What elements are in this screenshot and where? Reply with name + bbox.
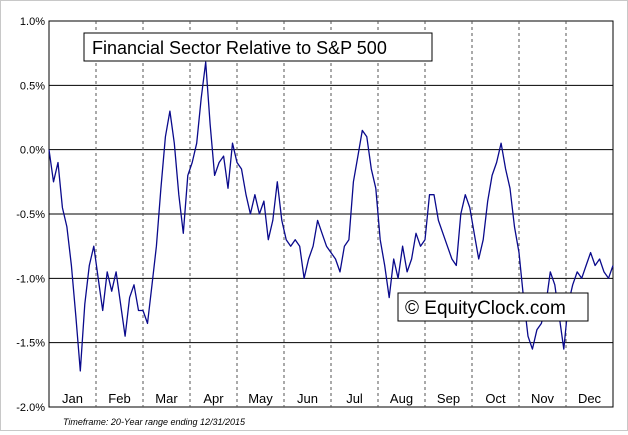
chart-title-box: Financial Sector Relative to S&P 500 xyxy=(83,32,433,62)
y-tick-label: -0.5% xyxy=(16,209,45,221)
x-tick-label: Feb xyxy=(108,391,130,406)
x-tick-label: Mar xyxy=(155,391,178,406)
x-tick-label: Dec xyxy=(578,391,602,406)
chart-title: Financial Sector Relative to S&P 500 xyxy=(92,38,387,58)
watermark: © EquityClock.com xyxy=(405,298,566,319)
x-tick-label: May xyxy=(248,391,273,406)
grid xyxy=(48,20,614,408)
x-tick-label: Oct xyxy=(485,391,506,406)
x-tick-label: Aug xyxy=(390,391,413,406)
x-tick-label: Jun xyxy=(297,391,318,406)
x-tick-label: Jan xyxy=(62,391,83,406)
y-tick-label: -1.0% xyxy=(16,273,45,285)
y-axis-ticks: 1.0% 0.5% 0.0% -0.5% -1.0% -1.5% -2.0% xyxy=(16,16,45,414)
series-line xyxy=(48,61,614,372)
y-tick-label: 0.0% xyxy=(20,145,45,157)
x-tick-label: Apr xyxy=(203,391,224,406)
x-tick-label: Jul xyxy=(346,391,363,406)
y-tick-label: -2.0% xyxy=(16,402,45,414)
x-tick-label: Nov xyxy=(531,391,555,406)
watermark-box: © EquityClock.com xyxy=(397,292,589,322)
x-axis-ticks: Jan Feb Mar Apr May Jun Jul Aug Sep Oct Nov Dec xyxy=(62,391,602,406)
y-tick-label: 0.5% xyxy=(20,80,45,92)
y-tick-label: 1.0% xyxy=(20,16,45,28)
x-tick-label: Sep xyxy=(437,391,460,406)
y-tick-label: -1.5% xyxy=(16,338,45,350)
footnote: Timeframe: 20-Year range ending 12/31/20… xyxy=(63,417,246,427)
